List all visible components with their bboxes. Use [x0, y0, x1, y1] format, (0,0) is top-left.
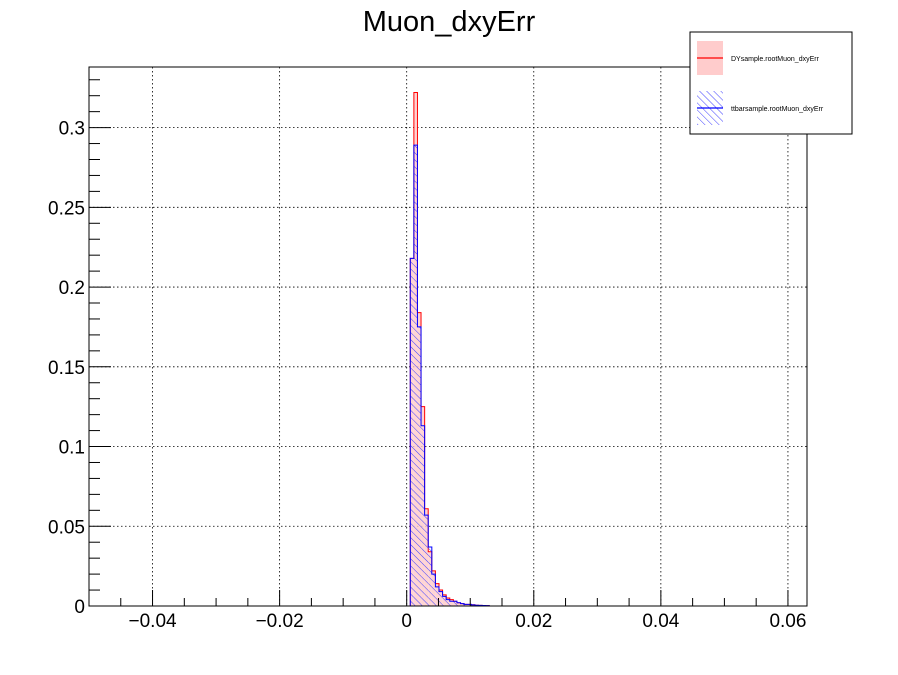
- y-tick-label: 0.1: [59, 438, 85, 459]
- histogram-bar: [453, 601, 457, 606]
- histogram-bar: [421, 425, 425, 606]
- histogram-bar: [442, 596, 447, 606]
- y-tick-label: 0.05: [48, 517, 85, 538]
- histogram-bar: [435, 586, 440, 606]
- legend-label-dy: DYsample.rootMuon_dxyErr: [731, 56, 820, 63]
- grid-lines: [89, 67, 807, 606]
- x-tick-label: 0: [401, 611, 412, 632]
- y-tick-labels: 0 0.05 0.1 0.15 0.2 0.25 0.3: [48, 119, 85, 618]
- y-tick-label: 0.2: [59, 278, 85, 299]
- histogram-bar: [431, 574, 436, 606]
- histogram-bar: [460, 603, 465, 606]
- histogram-bars: [89, 92, 807, 607]
- x-tick-label: −0.02: [256, 611, 304, 632]
- histogram-bar: [417, 326, 422, 606]
- histogram-bar: [446, 599, 450, 606]
- histogram-bar: [428, 546, 432, 606]
- legend-label-ttbar: ttbarsample.rootMuon_dxyErr: [731, 106, 824, 113]
- x-tick-labels: −0.04 −0.02 0 0.02 0.04 0.06: [129, 611, 807, 632]
- histogram-bar: [464, 604, 468, 606]
- series-outline: [89, 144, 807, 607]
- x-tick-label: 0.02: [515, 611, 552, 632]
- x-tick-label: 0.06: [769, 611, 806, 632]
- histogram-bar: [449, 601, 454, 606]
- histogram-bar: [413, 145, 418, 607]
- legend: DYsample.rootMuon_dxyErr ttbarsample.roo…: [689, 31, 853, 135]
- plot-frame: [88, 66, 808, 607]
- histogram-bar: [410, 258, 414, 606]
- chart-title: Muon_dxyErr: [363, 6, 536, 38]
- y-tick-label: 0: [74, 597, 85, 618]
- histogram-bar: [438, 591, 443, 606]
- axis-ticks: [88, 79, 789, 607]
- histogram-bar: [424, 515, 429, 606]
- x-tick-label: 0.04: [642, 611, 679, 632]
- histogram-bar: [467, 604, 472, 606]
- y-tick-label: 0.25: [48, 198, 85, 219]
- series-outline: [89, 92, 807, 607]
- histogram-bar: [456, 602, 461, 606]
- x-tick-label: −0.04: [129, 611, 178, 632]
- histogram-bar: [471, 604, 475, 606]
- y-tick-label: 0.15: [48, 358, 85, 379]
- y-tick-label: 0.3: [59, 119, 85, 140]
